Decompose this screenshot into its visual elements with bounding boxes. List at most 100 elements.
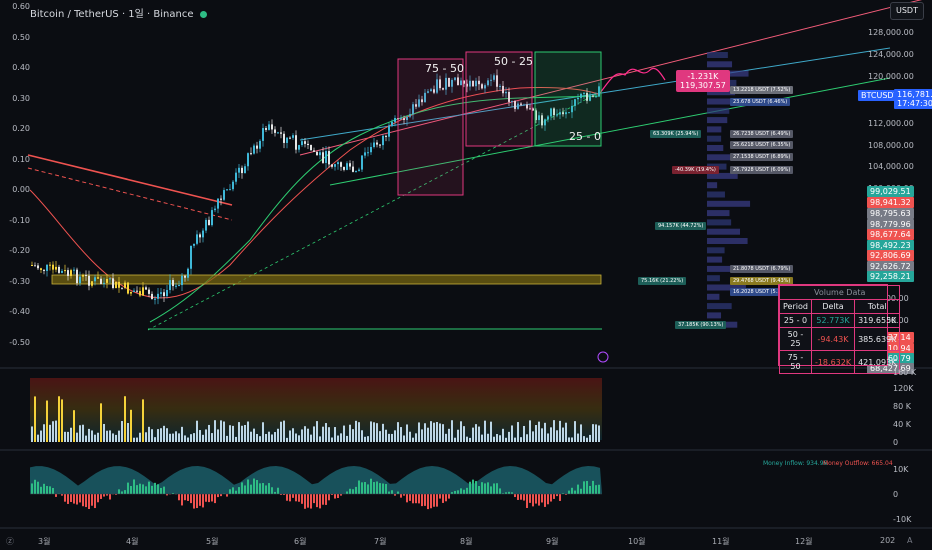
profile-label: 29.4768 USDT (9.43%)	[730, 277, 794, 285]
volume-bar	[235, 436, 237, 442]
volume-bar	[250, 431, 252, 442]
profile-bar	[707, 98, 744, 105]
zoom-icon[interactable]: Ⓩ	[6, 537, 14, 546]
time-axis-tick: 12월	[795, 537, 813, 546]
candle-body	[568, 112, 570, 114]
volume-bar	[328, 427, 330, 442]
candle-body	[238, 167, 240, 173]
candle-body	[478, 80, 480, 85]
candle-body	[592, 95, 594, 97]
flow-bar	[253, 478, 255, 494]
volume-bar	[361, 430, 363, 442]
candle-body	[202, 230, 204, 238]
volume-bar	[85, 435, 87, 442]
volume-bar	[367, 436, 369, 442]
candle-body	[295, 135, 297, 150]
flow-bar	[574, 490, 576, 494]
flow-bar	[142, 484, 144, 494]
flow-bar	[547, 494, 549, 505]
candle-body	[31, 265, 33, 266]
volume-bar	[217, 429, 219, 442]
candle-body	[334, 164, 336, 167]
volume-bar	[346, 435, 348, 442]
flow-bar	[391, 490, 393, 494]
flow-bar	[190, 494, 192, 504]
candle-body	[154, 298, 156, 300]
candle-body	[262, 128, 264, 141]
candle-body	[271, 124, 273, 130]
flow-bar	[97, 494, 99, 503]
candle-body	[133, 290, 135, 292]
candle-body	[430, 89, 432, 92]
volume-bar	[592, 424, 594, 442]
volume-bar	[574, 421, 576, 442]
flow-bar	[589, 485, 591, 494]
volume-bar	[175, 431, 177, 442]
flow-bar	[124, 490, 126, 494]
candle-body	[379, 144, 381, 146]
flow-bar	[148, 481, 150, 494]
profile-label: 25.6218 USDT (6.35%)	[730, 141, 794, 149]
flow-bar	[310, 494, 312, 509]
flow-bar	[217, 494, 219, 498]
flow-axis-tick: 10K	[893, 465, 909, 474]
volume-bar	[181, 426, 183, 442]
profile-bar	[707, 145, 724, 151]
flow-bar	[94, 494, 96, 509]
table-row: 25 - 0 52.773K 319.655K	[779, 313, 901, 328]
volume-bar	[313, 426, 315, 442]
candle-body	[394, 118, 396, 122]
flow-bar	[304, 494, 306, 509]
candle-body	[511, 100, 513, 102]
volume-bar	[520, 437, 522, 442]
candle-body	[433, 89, 435, 93]
candle-body	[106, 279, 108, 283]
volume-bar	[214, 420, 216, 442]
volume-axis-tick: 160 K	[893, 368, 917, 377]
flow-bar	[250, 484, 252, 494]
candle-body	[109, 278, 111, 280]
candle-body	[361, 155, 363, 170]
level-price-tag: 98,795.63	[867, 208, 914, 219]
left-axis-tick: 0.50	[12, 32, 30, 42]
time-axis-tick: 3월	[38, 537, 51, 546]
flow-bar	[355, 486, 357, 494]
volume-bar	[496, 434, 498, 442]
auto-scale-icon[interactable]: A	[907, 536, 913, 545]
col-delta: Delta	[810, 299, 856, 314]
volume-bar	[394, 430, 396, 442]
flow-bar	[79, 494, 81, 503]
candle-body	[250, 153, 252, 155]
candle-body	[328, 151, 330, 165]
volume-bar	[424, 423, 426, 442]
profile-label: 26.7928 USDT (6.09%)	[730, 166, 794, 174]
volume-bar	[103, 423, 105, 442]
flow-bar	[415, 494, 417, 504]
flow-bar	[262, 483, 264, 494]
table-row: 50 - 25 -94.43K 385.639K	[779, 327, 901, 351]
candle-body	[37, 265, 39, 269]
candle-body	[448, 77, 450, 87]
candle-body	[145, 287, 147, 290]
volume-axis-tick: 40 K	[893, 420, 911, 429]
flow-bar	[397, 491, 399, 494]
flow-bar	[457, 490, 459, 494]
flow-bar	[208, 494, 210, 503]
candle-body	[190, 245, 192, 269]
volume-bar	[544, 422, 546, 442]
volume-bar	[238, 422, 240, 442]
volume-bar	[532, 431, 534, 442]
currency-button[interactable]: USDT	[890, 2, 924, 20]
candle-body	[370, 147, 372, 153]
profile-bar	[707, 275, 720, 282]
flow-bar	[508, 491, 510, 494]
flow-bar	[496, 483, 498, 494]
candle-body	[256, 145, 258, 149]
volume-bar	[220, 420, 222, 442]
volume-bar	[487, 433, 489, 442]
flow-bar	[556, 494, 558, 497]
flow-bar	[445, 494, 447, 502]
candle-body	[73, 269, 75, 271]
flow-bar	[484, 483, 486, 494]
